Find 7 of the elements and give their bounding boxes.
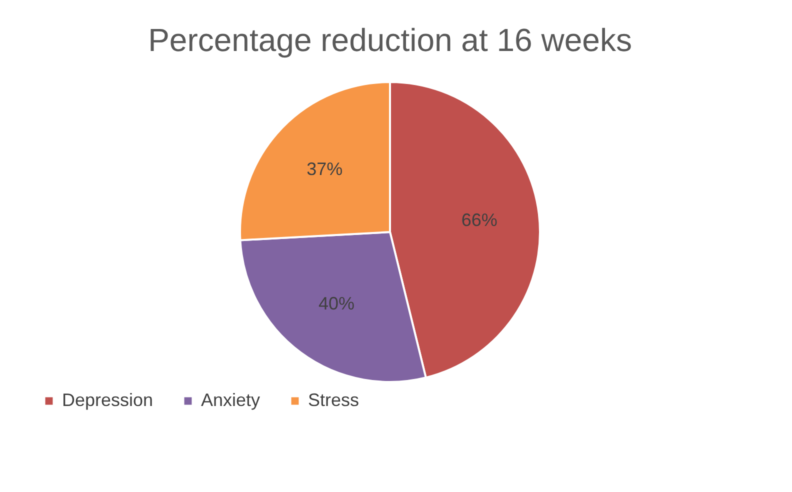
legend-label: Depression — [62, 390, 154, 410]
chart-title: Percentage reduction at 16 weeks — [148, 22, 632, 58]
legend-label: Stress — [308, 390, 360, 410]
data-label: 66% — [461, 210, 498, 230]
legend-label: Anxiety — [201, 390, 260, 410]
data-label: 40% — [318, 293, 354, 314]
data-label: 37% — [306, 159, 343, 180]
